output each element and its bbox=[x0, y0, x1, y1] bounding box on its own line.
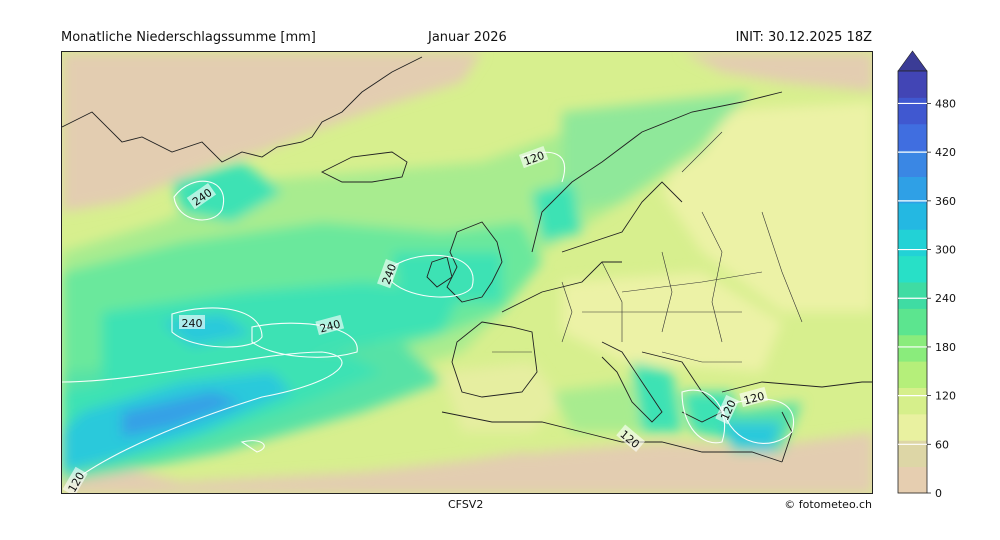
high-uk bbox=[392, 252, 502, 302]
colorbar-tick-label: 480 bbox=[935, 97, 956, 110]
contour-240-greenland bbox=[173, 180, 225, 221]
border-6 bbox=[621, 271, 763, 293]
colorbar-band bbox=[898, 413, 927, 441]
colorbar-tick-label: 360 bbox=[935, 195, 956, 208]
high-central bbox=[102, 282, 462, 382]
coast-greenland bbox=[62, 111, 313, 163]
contour-label: 120 bbox=[742, 389, 766, 407]
contour-120-south bbox=[62, 351, 343, 483]
coast-norway bbox=[531, 91, 783, 253]
colorbar-band bbox=[898, 176, 927, 204]
colorbar-band bbox=[898, 123, 927, 151]
contour-240-band bbox=[251, 322, 358, 358]
high-greenland-tip bbox=[172, 162, 282, 222]
colorbar-tick-label: 120 bbox=[935, 390, 956, 403]
high-cyprus bbox=[722, 422, 782, 452]
low-iberia bbox=[442, 362, 562, 432]
contour-label: 240 bbox=[318, 317, 342, 335]
contour-label-bg bbox=[62, 466, 88, 493]
coast-greenland-east bbox=[311, 56, 423, 138]
colorbar-tick-label: 180 bbox=[935, 341, 956, 354]
colorbar-band bbox=[898, 202, 927, 230]
contour-label-bg bbox=[186, 182, 217, 210]
map-title: Monatliche Niederschlagssumme [mm] bbox=[61, 30, 316, 45]
dry-greenland bbox=[62, 52, 482, 212]
dry-sahara-west bbox=[382, 452, 582, 493]
coast-uk bbox=[446, 221, 503, 303]
coast-iberia bbox=[451, 321, 538, 398]
border-1 bbox=[561, 281, 573, 343]
coast-north-africa bbox=[441, 411, 783, 463]
contour-label-group: 240 240 240 240 120 120 bbox=[62, 146, 769, 493]
contour-label-bg bbox=[315, 314, 345, 336]
contour-label-bg bbox=[739, 386, 769, 408]
period-label: Januar 2026 bbox=[428, 30, 507, 45]
colorbar-tick-label: 300 bbox=[935, 244, 956, 257]
colorbar-band bbox=[898, 466, 927, 494]
init-time-label: INIT: 30.12.2025 18Z bbox=[735, 30, 872, 45]
colorbar-band bbox=[898, 387, 927, 415]
border-3 bbox=[661, 251, 673, 333]
contour-label-bg bbox=[519, 146, 549, 169]
colorbar-legend: 0 60 120 180 240 300 360 420 480 bbox=[895, 46, 975, 500]
colorbar-band bbox=[898, 150, 927, 177]
contour-label: 240 bbox=[182, 317, 203, 330]
border-2 bbox=[601, 261, 623, 342]
colorbar-band bbox=[898, 97, 927, 125]
contour-label-bg bbox=[179, 315, 205, 329]
low-central-europe bbox=[562, 272, 782, 372]
precipitation-map: 240 240 240 240 120 120 bbox=[61, 51, 873, 494]
colorbar-tick-label: 240 bbox=[935, 292, 956, 305]
medium-norway bbox=[562, 92, 752, 212]
colorbar-arrow bbox=[897, 50, 928, 72]
colorbar-band bbox=[898, 282, 927, 309]
colorbar-band bbox=[898, 308, 927, 336]
contour-label-bg bbox=[715, 394, 739, 425]
coast-italy bbox=[601, 341, 663, 423]
contours bbox=[62, 151, 795, 483]
credit-label: © fotometeo.ch bbox=[784, 498, 872, 511]
coast-sweden-baltic bbox=[561, 181, 683, 253]
contour-label-bg bbox=[616, 424, 646, 452]
coast-europe-west bbox=[501, 261, 622, 313]
border-10 bbox=[661, 351, 742, 363]
extreme-sw bbox=[122, 392, 242, 437]
contour-label-bg bbox=[377, 259, 400, 289]
colorbar-frame bbox=[897, 70, 928, 494]
contour-240-central bbox=[171, 307, 263, 348]
colorbar-band bbox=[898, 229, 927, 257]
borders bbox=[492, 131, 803, 363]
colorbar-tick-label: 420 bbox=[935, 146, 956, 159]
dry-arctic-ne bbox=[682, 52, 872, 92]
colorbar-band bbox=[898, 334, 927, 362]
coastlines bbox=[62, 56, 872, 463]
border-4 bbox=[701, 211, 723, 343]
colorbar-band bbox=[898, 71, 927, 98]
contour-120-greece bbox=[681, 389, 726, 444]
coast-balkans bbox=[641, 351, 723, 423]
high-norway-coast bbox=[532, 182, 582, 242]
coast-iceland bbox=[320, 151, 408, 183]
model-label: CFSV2 bbox=[448, 498, 484, 511]
medium-tyrrhenian bbox=[552, 382, 642, 432]
contour-240-uk bbox=[391, 254, 474, 298]
colorbar-band bbox=[898, 255, 927, 283]
colorbar-tick-label: 60 bbox=[935, 438, 949, 451]
border-7 bbox=[761, 211, 803, 323]
colorbar-band bbox=[898, 361, 927, 388]
colorbar-tick-label: 0 bbox=[935, 487, 942, 498]
contour-ring-ss bbox=[240, 440, 265, 453]
coast-turkey bbox=[721, 381, 872, 393]
low-russia bbox=[662, 102, 872, 312]
coast-ireland bbox=[426, 256, 453, 288]
dry-east bbox=[792, 452, 872, 493]
border-8 bbox=[681, 131, 723, 173]
